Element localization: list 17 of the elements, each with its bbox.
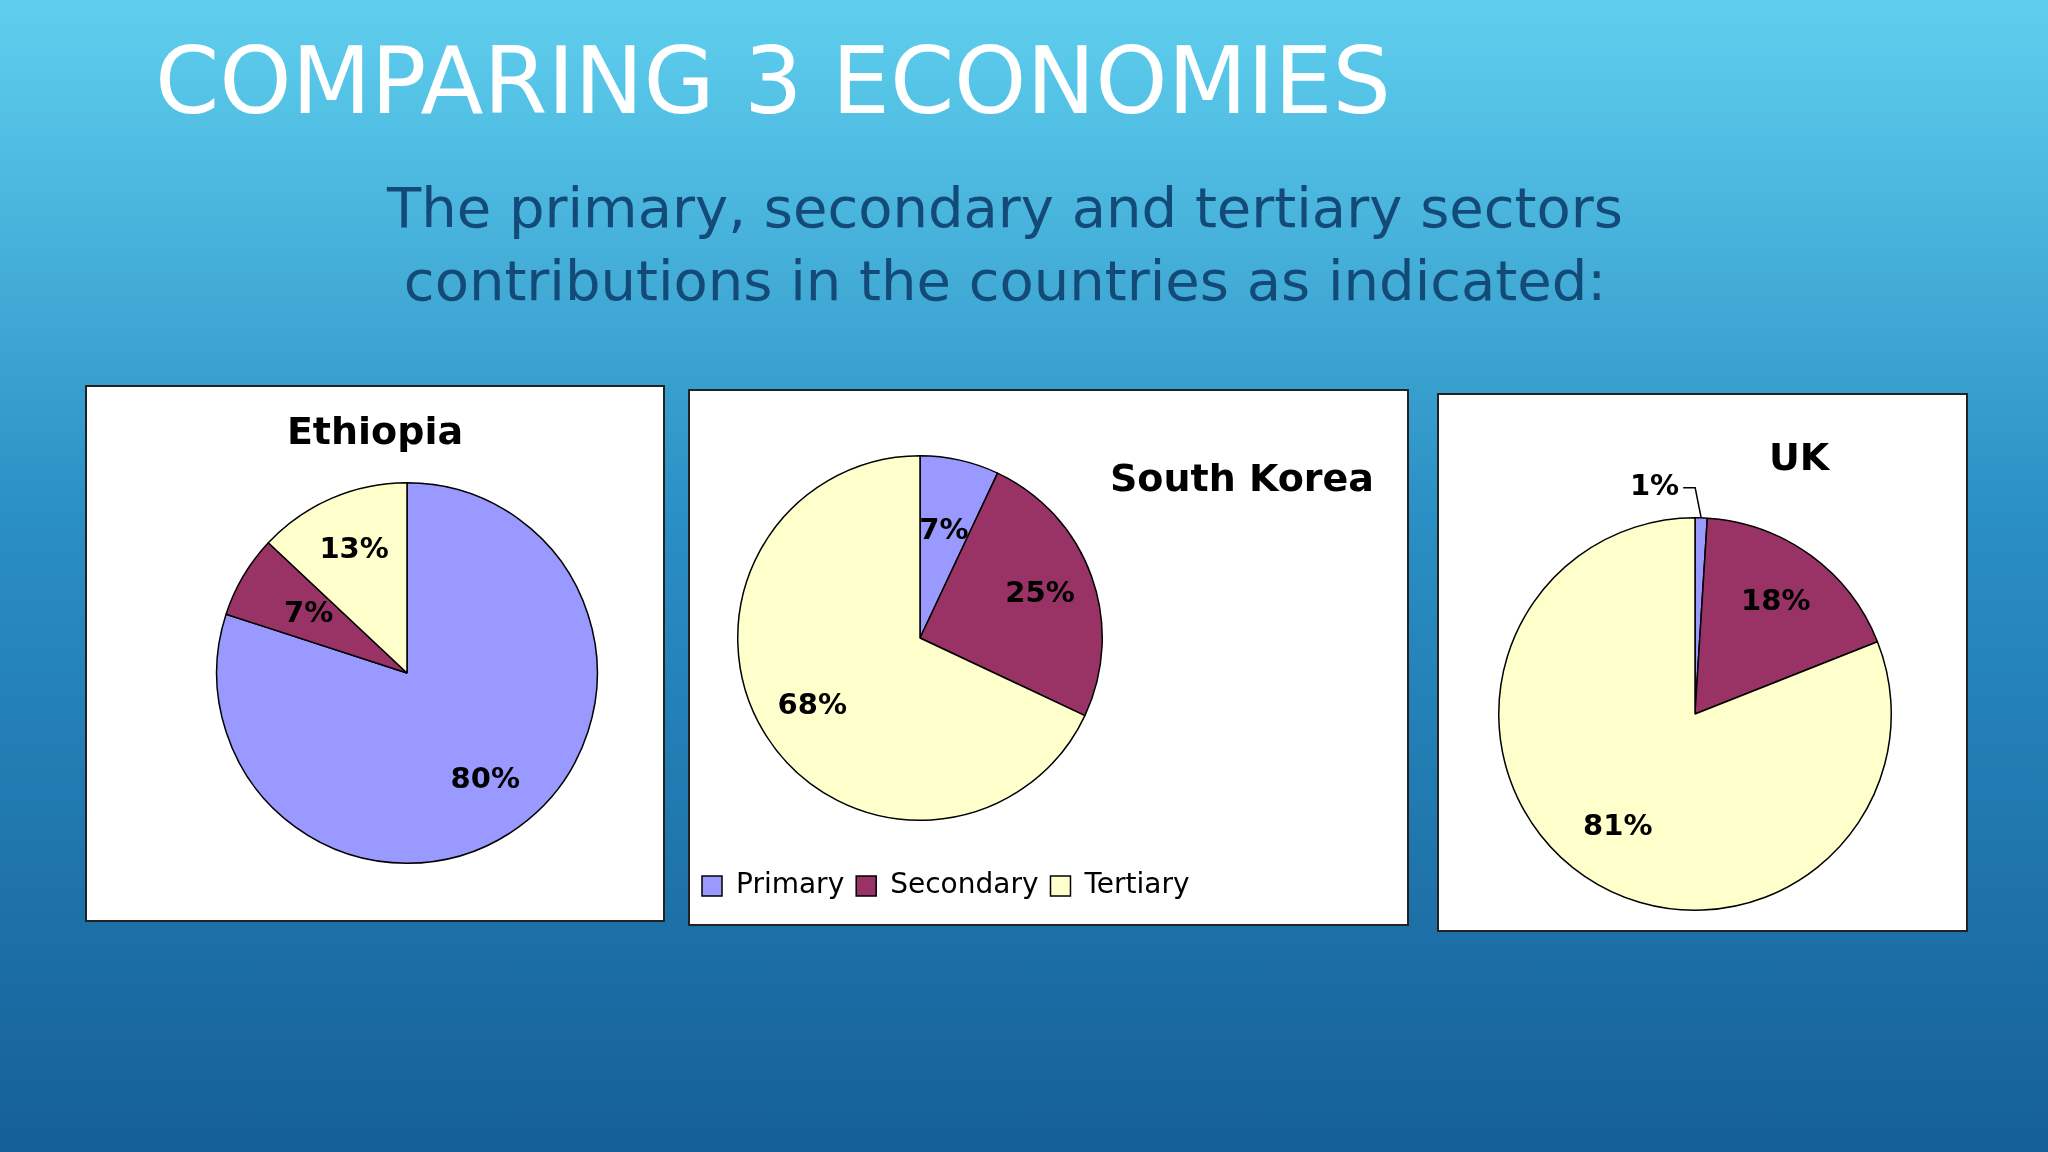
data-label: 1%	[1629, 468, 1680, 503]
chart-title: South Korea	[1110, 456, 1375, 502]
chart-title: UK	[1769, 435, 1831, 481]
legend-label: Secondary	[890, 867, 1039, 901]
data-label: 80%	[450, 761, 520, 796]
data-label: 18%	[1741, 583, 1811, 618]
data-label: 81%	[1583, 808, 1653, 843]
data-label: 7%	[284, 595, 334, 630]
legend-label: Tertiary	[1083, 867, 1190, 901]
data-label: 25%	[1005, 575, 1075, 610]
data-label: 13%	[319, 531, 389, 566]
text: The primary, secondary and tertiary sectors contributions in the countries as indicated:	[385, 174, 1624, 315]
data-label: 7%	[919, 511, 969, 546]
legend-label: Primary	[736, 867, 845, 901]
data-label: 68%	[777, 686, 847, 721]
text: COMPARING 3 ECONOMIES	[155, 28, 1391, 135]
chart-title: Ethiopia	[285, 409, 465, 455]
